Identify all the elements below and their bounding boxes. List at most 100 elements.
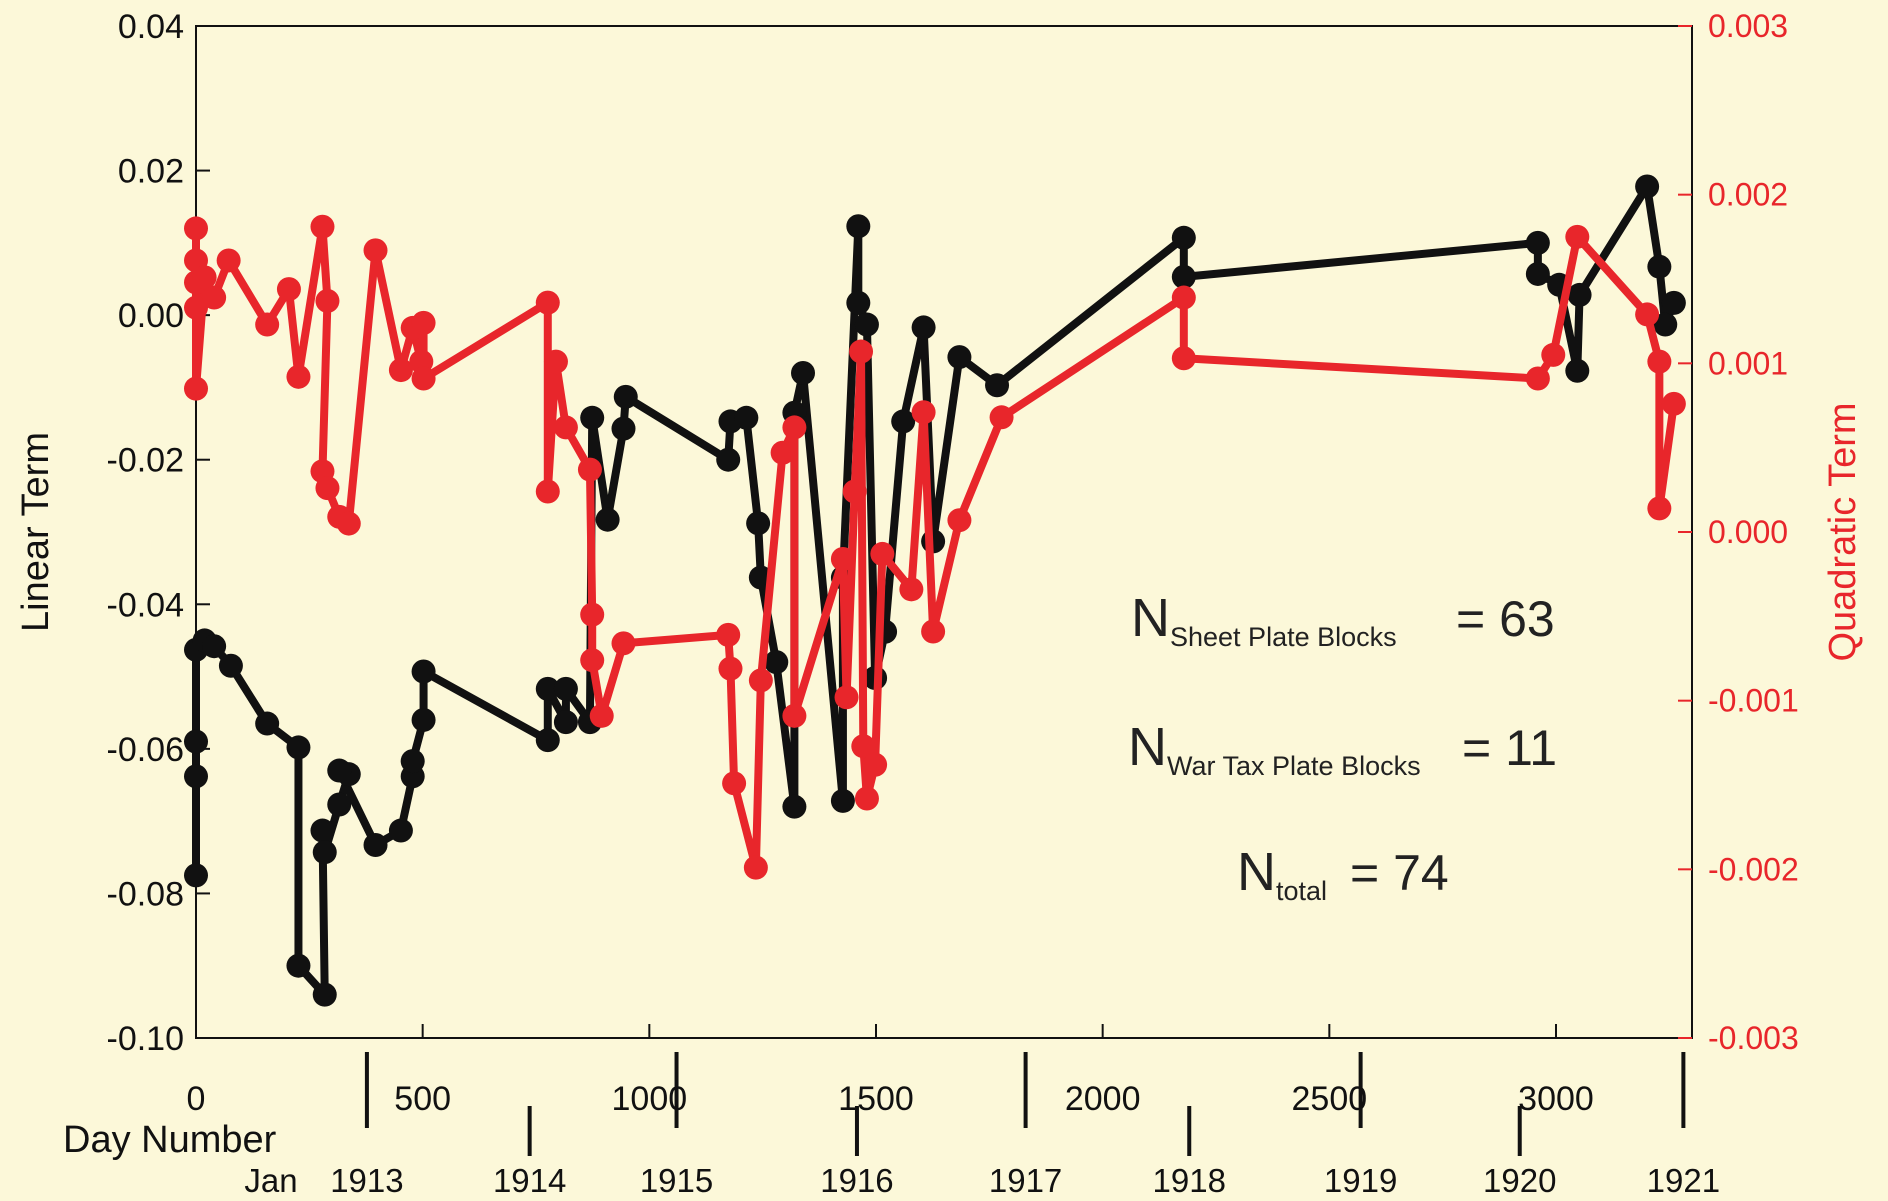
- data-point: [327, 793, 351, 817]
- annotation-main: N: [1128, 717, 1167, 777]
- data-point: [1647, 350, 1671, 374]
- data-point: [580, 648, 604, 672]
- y2-tick-label: 0.003: [1708, 8, 1788, 44]
- data-point: [716, 448, 740, 472]
- annotation-main: N: [1237, 842, 1276, 902]
- data-point: [313, 840, 337, 864]
- data-point: [310, 819, 334, 843]
- data-point: [782, 795, 806, 819]
- annotation-value: = 74: [1350, 845, 1449, 901]
- data-point: [611, 631, 635, 655]
- data-point: [536, 291, 560, 315]
- data-point: [590, 704, 614, 728]
- data-point: [990, 405, 1014, 429]
- data-point: [327, 759, 351, 783]
- data-point: [184, 730, 208, 754]
- data-point: [255, 313, 279, 337]
- data-point: [1172, 265, 1196, 289]
- annotation-subscript: War Tax Plate Blocks: [1167, 751, 1421, 781]
- data-point: [921, 620, 945, 644]
- annotation-subscript: total: [1276, 876, 1327, 906]
- data-point: [891, 409, 915, 433]
- y2-axis-title: Quadratic Term: [1822, 402, 1864, 661]
- data-point: [1565, 225, 1589, 249]
- data-point: [846, 291, 870, 315]
- data-point: [782, 415, 806, 439]
- y2-tick-label: 0.002: [1708, 177, 1788, 213]
- data-point: [782, 704, 806, 728]
- data-point: [310, 215, 334, 239]
- data-point: [734, 406, 758, 430]
- data-point: [843, 480, 867, 504]
- annotation-value: = 63: [1456, 591, 1555, 647]
- data-point: [184, 377, 208, 401]
- data-point: [412, 367, 436, 391]
- data-point: [364, 833, 388, 857]
- y2-tick-label: -0.003: [1708, 1020, 1799, 1056]
- x-tick-label: 0: [187, 1080, 206, 1118]
- data-point: [389, 819, 413, 843]
- x-axis-title: Day Number: [63, 1119, 277, 1161]
- data-point: [614, 385, 638, 409]
- x2-tick-label: 1913: [330, 1162, 403, 1199]
- data-point: [764, 650, 788, 674]
- data-point: [578, 458, 602, 482]
- data-point: [1526, 367, 1550, 391]
- data-point: [855, 786, 879, 810]
- data-point: [544, 350, 568, 374]
- data-point: [580, 406, 604, 430]
- data-point: [1662, 392, 1686, 416]
- data-point: [722, 771, 746, 795]
- data-point: [315, 476, 339, 500]
- data-point: [749, 668, 773, 692]
- x2-tick-label: 1914: [493, 1162, 566, 1199]
- data-point: [202, 286, 226, 310]
- data-point: [947, 508, 971, 532]
- data-point: [315, 289, 339, 313]
- data-point: [912, 400, 936, 424]
- data-point: [184, 764, 208, 788]
- data-point: [217, 248, 241, 272]
- y-tick-label: -0.10: [107, 1020, 185, 1058]
- data-point: [313, 983, 337, 1007]
- y2-tick-label: -0.002: [1708, 851, 1799, 887]
- x2-tick-label: 1916: [820, 1162, 893, 1199]
- data-point: [1172, 346, 1196, 370]
- data-point: [1541, 343, 1565, 367]
- data-point: [835, 685, 859, 709]
- data-point: [947, 345, 971, 369]
- data-point: [536, 728, 560, 752]
- data-point: [863, 753, 887, 777]
- data-point: [536, 480, 560, 504]
- data-point: [184, 216, 208, 240]
- data-point: [184, 863, 208, 887]
- y-tick-label: 0.00: [118, 297, 184, 335]
- data-point: [337, 512, 361, 536]
- data-point: [364, 238, 388, 262]
- data-point: [849, 340, 873, 364]
- annotation-value: = 11: [1462, 720, 1557, 776]
- data-point: [1647, 496, 1671, 520]
- data-point: [718, 657, 742, 681]
- data-point: [771, 441, 795, 465]
- data-point: [286, 954, 310, 978]
- data-point: [1662, 291, 1686, 315]
- data-point: [286, 365, 310, 389]
- y-tick-label: 0.04: [118, 8, 184, 46]
- data-point: [286, 735, 310, 759]
- data-point: [716, 623, 740, 647]
- data-point: [1635, 302, 1659, 326]
- data-point: [831, 789, 855, 813]
- data-point: [277, 277, 301, 301]
- data-point: [855, 313, 879, 337]
- x2-tick-label: 1921: [1647, 1162, 1720, 1199]
- y-tick-label: -0.02: [107, 442, 185, 480]
- data-point: [580, 603, 604, 627]
- data-point: [596, 508, 620, 532]
- x2-axis-title: Jan: [244, 1162, 297, 1199]
- data-point: [870, 542, 894, 566]
- data-point: [412, 660, 436, 684]
- x-tick-label: 2500: [1292, 1080, 1368, 1118]
- data-point: [985, 373, 1009, 397]
- data-point: [1526, 262, 1550, 286]
